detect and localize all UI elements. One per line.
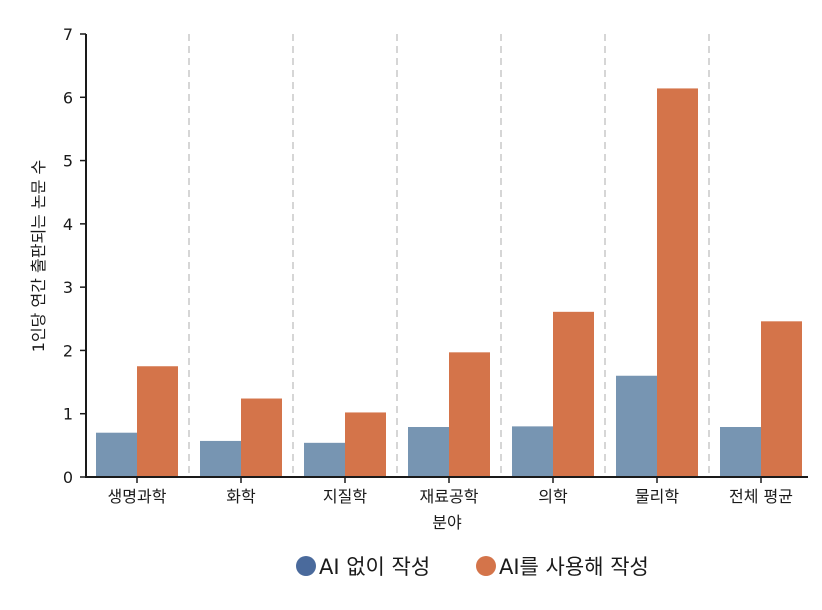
x-axis-title: 분야 — [432, 513, 462, 532]
axes — [85, 34, 808, 478]
bar-without-ai — [720, 427, 761, 477]
legend-label: AI 없이 작성 — [319, 555, 430, 579]
x-ticks: 생명과학 화학 지질학 재료공학 의학 물리학 전체 평균 — [108, 477, 793, 506]
bar-with-ai — [241, 398, 282, 477]
bar-with-ai — [657, 88, 698, 477]
y-tick-label: 0 — [63, 468, 73, 487]
x-tick-label: 재료공학 — [420, 487, 479, 506]
bar-without-ai — [304, 442, 345, 477]
x-tick-label: 생명과학 — [108, 487, 167, 506]
bar-with-ai — [137, 366, 178, 477]
y-ticks: 0 1 2 3 4 5 6 7 — [63, 25, 86, 487]
y-tick-label: 4 — [63, 215, 73, 234]
bar-with-ai — [449, 352, 490, 477]
bar-without-ai — [96, 432, 137, 477]
y-tick-label: 6 — [63, 88, 73, 107]
y-tick-label: 2 — [63, 341, 73, 360]
x-tick-label: 화학 — [226, 487, 256, 506]
bar-with-ai — [345, 412, 386, 477]
y-tick-label: 5 — [63, 152, 73, 171]
x-tick-label: 의학 — [538, 487, 568, 506]
y-axis-title: 1인당 연간 출판되는 논문 수 — [29, 160, 48, 352]
legend-label: AI를 사용해 작성 — [499, 555, 649, 579]
legend: AI 없이 작성 AI를 사용해 작성 — [296, 555, 649, 579]
x-tick-label: 전체 평균 — [729, 487, 793, 506]
x-tick-label: 물리학 — [635, 487, 679, 506]
bar-without-ai — [200, 440, 241, 477]
bar-with-ai — [761, 321, 802, 477]
grid-lines — [188, 34, 710, 477]
y-tick-label: 3 — [63, 278, 73, 297]
bars — [96, 88, 802, 477]
bar-without-ai — [512, 426, 553, 477]
y-tick-label: 7 — [63, 25, 73, 44]
bar-without-ai — [408, 427, 449, 477]
y-tick-label: 1 — [63, 405, 73, 424]
x-tick-label: 지질학 — [323, 487, 367, 506]
bar-with-ai — [553, 311, 594, 477]
bar-without-ai — [616, 375, 657, 477]
legend-marker — [476, 556, 496, 576]
legend-marker — [296, 556, 316, 576]
